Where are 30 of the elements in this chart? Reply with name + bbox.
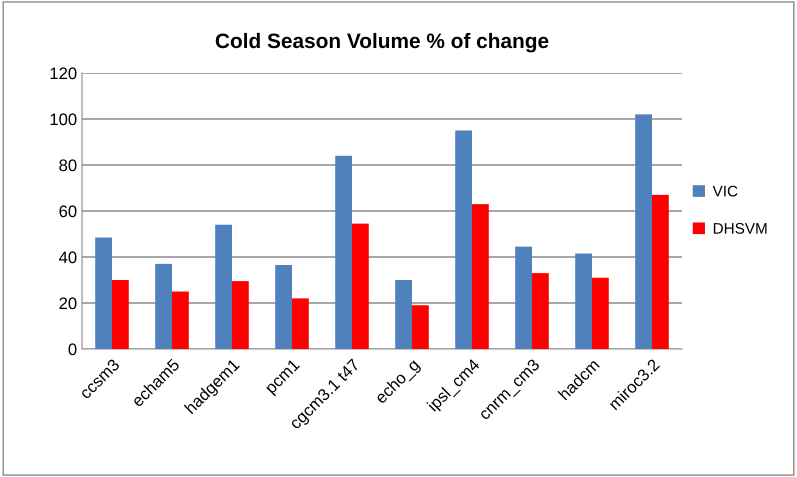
bar: [95, 237, 112, 349]
y-tick-label: 100: [50, 113, 76, 126]
bar: [232, 281, 249, 349]
bar: [455, 130, 472, 349]
y-tick-label: 0: [68, 343, 76, 356]
bar: [592, 278, 609, 349]
bar: [635, 114, 652, 349]
bar: [172, 292, 189, 349]
bar: [515, 246, 532, 349]
bar: [395, 280, 412, 349]
y-tick-label: 40: [58, 251, 76, 264]
bar: [575, 254, 592, 349]
legend-label: VIC: [712, 186, 738, 197]
bar: [215, 224, 232, 349]
bar: [275, 265, 292, 349]
bar: [112, 280, 129, 349]
y-tick-label: 60: [59, 205, 76, 218]
bar: [412, 305, 429, 349]
bar: [155, 264, 172, 349]
y-tick-label: 80: [59, 159, 76, 172]
bar: [335, 156, 352, 349]
bar: [352, 224, 369, 349]
bar: [472, 204, 489, 349]
y-tick-label: 120: [50, 67, 76, 80]
bar: [292, 298, 309, 349]
bar: [532, 273, 549, 349]
bar: [652, 194, 669, 349]
chart-title: Cold Season Volume % of change: [216, 32, 548, 52]
legend-label: DHSVM: [714, 222, 767, 234]
y-tick-label: 20: [59, 297, 76, 310]
